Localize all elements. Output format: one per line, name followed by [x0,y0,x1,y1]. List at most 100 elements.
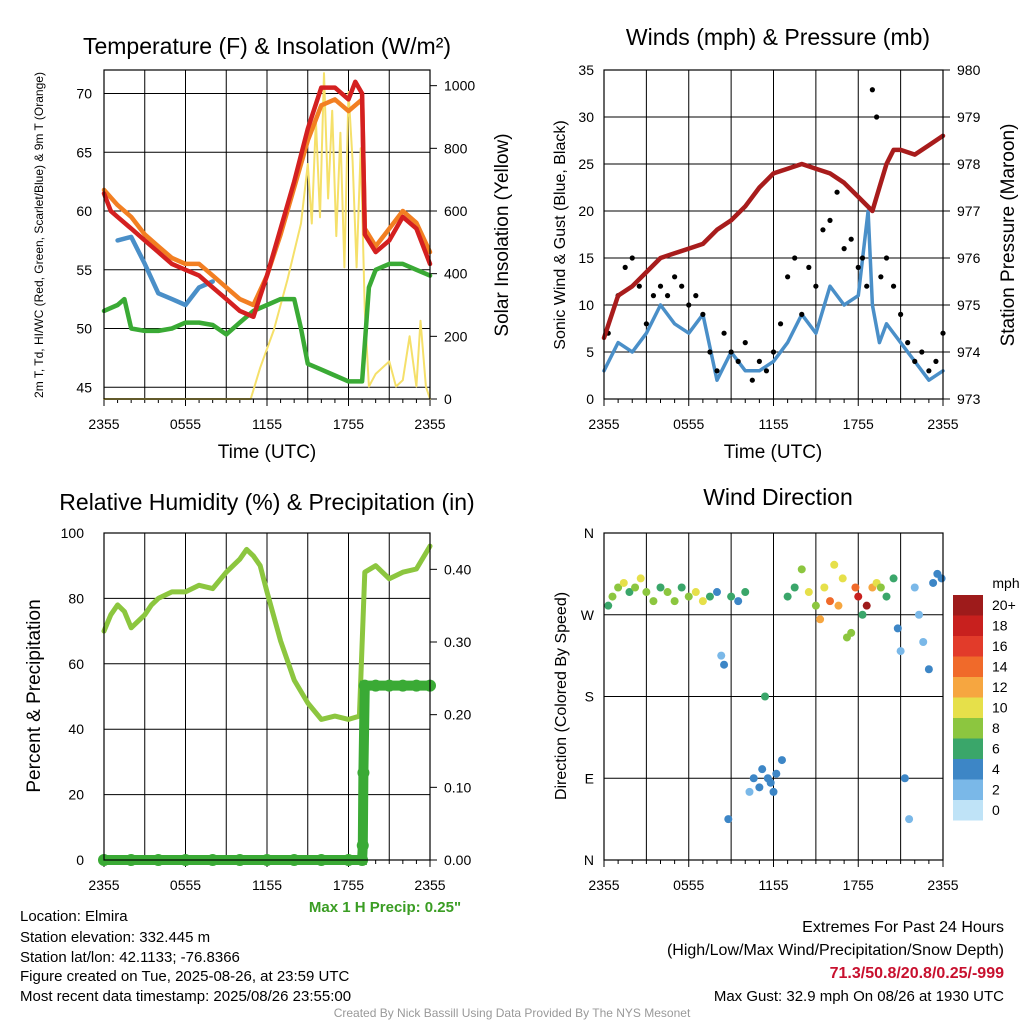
y2-tick-label: 974 [957,344,981,360]
max-gust: Max Gust: 32.9 mph On 08/26 at 1930 UTC [713,988,1004,1005]
y2-tick-label: 0.00 [444,852,471,868]
y-tick-label: 25 [578,156,594,172]
direction-point [734,597,743,606]
gust-point [820,227,826,233]
legend-swatch [953,759,983,780]
gust-point [749,377,755,383]
legend-swatch [953,718,983,739]
direction-point [761,692,770,701]
x-tick-label: 1755 [333,416,364,432]
y-axis-label: Percent & Precipitation [24,599,45,792]
chart-title-direction: Wind Direction [703,484,853,510]
x-tick-label: 1755 [843,877,874,893]
direction-point [797,565,806,574]
y2-tick-label: 400 [444,266,468,282]
series-solar-insolation [103,72,431,400]
credit-line: Created By Nick Bassill Using Data Provi… [333,1006,691,1020]
gust-point [933,358,939,364]
direction-point [724,815,733,824]
legend-title: mph [992,575,1019,591]
direction-point [830,560,839,569]
y2-tick-label: 600 [444,203,468,219]
gust-point [878,274,884,280]
y2-tick-label: 1000 [444,78,475,94]
gust-point [799,311,805,317]
gust-point [864,283,870,289]
recent-timestamp: Most recent data timestamp: 2025/08/26 2… [20,988,352,1005]
plot-border [603,532,944,861]
direction-point [820,583,829,592]
legend-swatch [953,800,983,821]
direction-point [636,574,645,583]
y2-tick-label: 977 [957,203,981,219]
direction-point [720,660,729,669]
x-tick-label: 1755 [843,416,874,432]
direction-point [777,756,786,765]
direction-point [642,588,651,597]
direction-point [625,588,634,597]
legend-label: 18 [992,618,1008,634]
y-axis-label-left: 2m T, Td, HI/WC (Red, Green, Scarlet/Blu… [32,72,46,398]
legend-swatch [953,697,983,718]
y-tick-label: E [585,770,594,786]
direction-point [631,583,640,592]
gust-point [926,368,932,374]
station-elevation: Station elevation: 332.445 m [20,929,211,946]
station-latlon: Station lat/lon: 42.1133; -76.8366 [20,949,240,966]
y-axis-label-right: Solar Insolation (Yellow) [492,133,513,336]
x-tick-label: 2355 [588,416,619,432]
station-location: Location: Elmira [20,908,128,925]
y2-tick-label: 0.30 [444,634,471,650]
direction-point [811,601,820,610]
gust-point [874,114,880,120]
precip-point [410,679,423,692]
direction-point [766,778,775,787]
gust-point [763,368,770,374]
direction-point [862,601,871,610]
x-axis-label: Time (UTC) [218,442,317,463]
direction-point [790,583,799,592]
x-axis-label: Time (UTC) [724,442,823,463]
y2-tick-label: 976 [957,250,981,266]
panel-3: 2355 0555 1155 1755 23550204060801000.000.10… [24,489,475,916]
series-station-pressure [601,133,946,341]
y-tick-label: 45 [76,379,92,395]
direction-point [826,597,834,606]
direction-point [893,624,902,633]
series-td [101,261,433,384]
y2-tick-label: 978 [957,156,981,172]
y-tick-label: 20 [68,787,84,803]
y-tick-label: 10 [578,297,594,313]
gust-point [855,264,861,270]
y-axis-label-left: Sonic Wind & Gust (Blue, Black) [552,120,569,349]
gust-point [792,255,798,261]
y-tick-label: 5 [586,344,594,360]
gust-point [636,283,642,289]
gust-point [859,255,866,261]
gust-point [693,293,699,299]
direction-point [614,583,623,592]
y-tick-label: 70 [76,86,92,102]
y-tick-label: 100 [61,525,85,541]
y-tick-label: 60 [76,203,92,219]
direction-point [745,787,754,796]
plot-border [603,69,944,400]
legend-label: 12 [992,679,1008,695]
legend-label: 20+ [992,597,1016,613]
y2-tick-label: 973 [957,391,981,407]
y-tick-label: S [585,689,594,705]
precip-point [358,679,371,692]
direction-point [755,783,764,792]
direction-point [896,647,905,656]
direction-point [900,774,909,783]
x-tick-label: 2355 [88,416,119,432]
gust-point [813,283,819,289]
series-sonic-wind [602,209,945,382]
direction-point [858,610,867,619]
x-tick-label: 2355 [588,877,619,893]
panel-4: 2355 0555 1155 1755 2355 N E S W N Wind Direction D… [553,484,1020,893]
x-tick-label: 0555 [170,416,201,432]
y-tick-label: 80 [68,590,84,606]
legend-swatch [953,656,983,677]
legend-swatch [953,779,983,800]
